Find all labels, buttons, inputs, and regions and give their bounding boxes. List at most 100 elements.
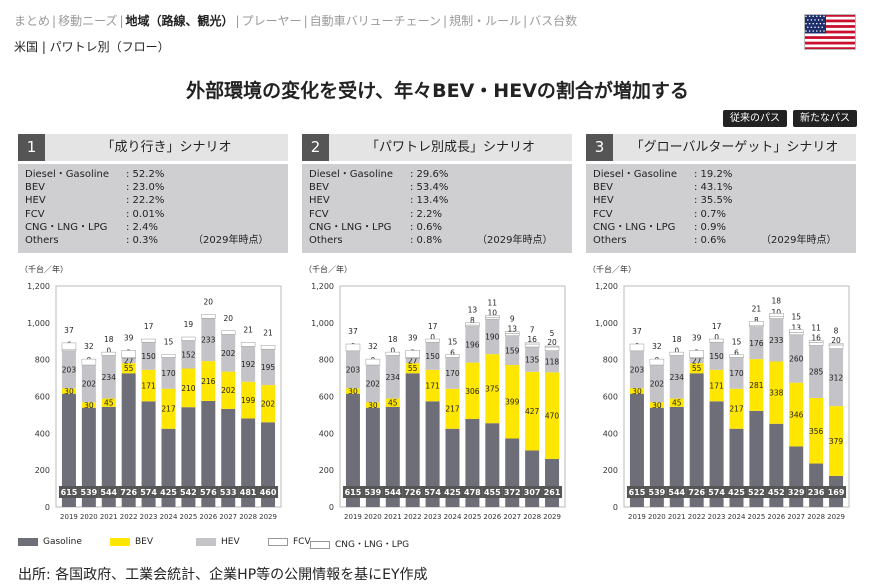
nav-item[interactable]: まとめ <box>14 14 51 28</box>
value-label: 37 <box>348 327 358 336</box>
bar-segment <box>261 349 276 386</box>
nav-item[interactable]: 移動ニーズ <box>58 14 118 28</box>
bar-segment <box>809 463 824 507</box>
value-label-box <box>98 486 119 498</box>
bar-segment <box>261 385 276 423</box>
nav-item[interactable]: バス台数 <box>529 14 578 28</box>
value-label: 32 <box>368 342 378 351</box>
bar-segment <box>405 358 420 364</box>
value-label: 307 <box>524 488 541 497</box>
y-tick-label: 0 <box>329 503 334 512</box>
value-label: 195 <box>261 363 276 372</box>
value-label: 539 <box>649 488 666 497</box>
value-label: 202 <box>261 400 276 409</box>
value-label: 15 <box>448 338 458 347</box>
value-label: 30 <box>84 401 94 410</box>
scenario-name: 「グローバルターゲット」シナリオ <box>630 140 839 155</box>
value-label: 726 <box>688 488 705 497</box>
value-label-box <box>826 486 847 498</box>
nav-item[interactable]: プレーヤー <box>241 14 302 28</box>
value-label-box <box>766 486 787 498</box>
stat-row: CNG・LNG・LPG: 0.6% <box>302 221 572 234</box>
value-label: 55 <box>408 364 418 373</box>
bar-segment <box>405 363 420 374</box>
value-label: 216 <box>201 377 216 386</box>
value-label: 27 <box>408 357 418 366</box>
new-path-button[interactable]: 新たなパス <box>793 110 857 127</box>
x-tick-label: 2027 <box>219 513 237 521</box>
x-tick-label: 2023 <box>140 513 158 521</box>
value-label: 261 <box>544 488 561 497</box>
y-tick-label: 400 <box>603 429 618 438</box>
value-label: 9 <box>510 315 515 324</box>
bar-segment <box>121 363 136 374</box>
value-label: 30 <box>652 401 662 410</box>
x-tick-label: 2023 <box>424 513 442 521</box>
x-tick-label: 2026 <box>483 513 501 521</box>
bar-segment <box>749 359 764 411</box>
nav-item[interactable]: 規制・ルール <box>449 14 522 28</box>
x-tick-label: 2019 <box>344 513 362 521</box>
legend-label: Gasoline <box>43 537 82 547</box>
bar-segment <box>629 350 644 389</box>
x-tick-label: 2025 <box>463 513 481 521</box>
bar-segment <box>749 410 764 507</box>
value-label-box <box>78 486 99 498</box>
value-label: 470 <box>545 412 560 421</box>
value-label-box <box>258 486 279 498</box>
value-label: 39 <box>408 333 418 342</box>
stat-value: : 53.4% <box>410 182 449 194</box>
x-tick-label: 2024 <box>728 513 746 521</box>
legend-swatch <box>196 537 216 546</box>
bar-segment <box>829 348 844 407</box>
value-label: 203 <box>346 366 361 375</box>
value-label: 27 <box>692 357 702 366</box>
bar-segment <box>240 342 256 347</box>
value-label-box <box>422 486 443 498</box>
bar-segment <box>545 458 560 507</box>
value-label: 202 <box>650 380 665 389</box>
scenario-number: 1 <box>18 134 45 161</box>
x-tick-label: 2023 <box>708 513 726 521</box>
value-label: 0 <box>674 346 679 355</box>
legend-label: HEV <box>221 537 240 547</box>
value-label: 346 <box>789 411 804 420</box>
bar-segment <box>345 388 360 394</box>
bar-segment <box>61 350 76 389</box>
stat-row: Diesel・Gasoline: 19.2% <box>586 168 856 181</box>
bar-segment <box>525 450 540 507</box>
value-label: 615 <box>345 488 362 497</box>
y-tick-label: 600 <box>35 393 50 402</box>
value-label: 150 <box>141 352 156 361</box>
value-label: 217 <box>445 405 460 414</box>
bar-segment <box>425 369 440 402</box>
bar-segment <box>101 351 117 356</box>
bar-segment <box>365 358 381 366</box>
nav-item[interactable]: 地域（路線、観光） <box>125 14 234 28</box>
bar-segment <box>365 365 380 403</box>
bar-segment <box>405 350 420 358</box>
bar-segment <box>649 358 665 366</box>
nav-item[interactable]: 自動車バリューチェーン <box>309 14 442 28</box>
value-label-box <box>402 486 423 498</box>
value-label: 210 <box>181 384 196 393</box>
value-label: 32 <box>84 342 94 351</box>
stat-label: BEV <box>593 182 614 194</box>
value-label: 542 <box>180 488 197 497</box>
x-tick-label: 2020 <box>80 513 98 521</box>
x-tick-label: 2025 <box>179 513 197 521</box>
old-path-button[interactable]: 従来のパス <box>723 110 787 127</box>
bar-segment <box>385 398 400 407</box>
value-label: 199 <box>241 396 256 405</box>
value-label: 55 <box>124 364 134 373</box>
value-label-box <box>198 486 219 498</box>
stat-value: : 19.2% <box>694 169 733 180</box>
bar-segment <box>689 358 704 364</box>
value-label: 20 <box>831 336 841 345</box>
bar-segment <box>425 338 440 343</box>
value-label-box <box>442 486 463 498</box>
bar-segment <box>789 382 804 447</box>
value-label: 726 <box>120 488 137 497</box>
value-label: 0 <box>106 346 111 355</box>
stat-value: : 2.4% <box>126 221 158 233</box>
